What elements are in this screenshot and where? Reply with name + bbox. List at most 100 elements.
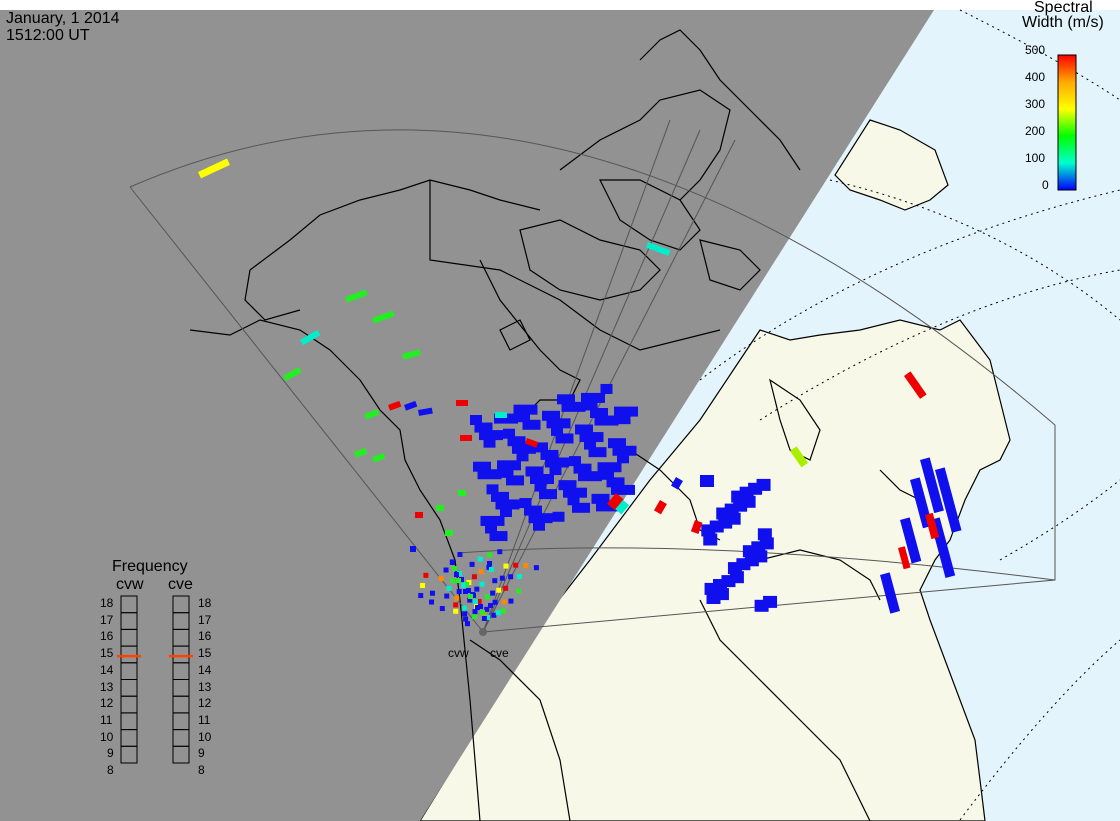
echo-cell [472,614,478,620]
echo-cell [453,608,459,614]
echo-cell [578,471,602,482]
echo-cell [597,462,622,473]
echo-cell [464,582,469,587]
echo-cell [512,443,536,454]
echo-cell [519,498,532,509]
echo-cell [530,474,554,484]
echo-cell [935,467,962,533]
legend-tick-label: 0 [1042,178,1049,192]
echo-cell [612,445,637,456]
echo-cell [402,349,421,360]
echo-cell [363,409,380,420]
echo-cell [300,330,321,346]
frequency-tick-label: 17 [100,612,114,627]
echo-cell [522,419,541,430]
echo-cell [549,465,562,476]
echo-cell [456,578,461,583]
frequency-tick-label: 15 [198,646,212,661]
echo-cell [466,588,471,593]
echo-cell [534,481,547,492]
echo-cell [453,602,459,608]
echo-cell [354,447,368,458]
echo-cell [472,609,478,615]
echo-cell [495,499,520,510]
frequency-tick-label: 14 [100,662,114,677]
date-label: January, 1 2014 [6,10,120,27]
frequency-tick-label: 13 [198,679,212,694]
echo-cell [517,574,523,580]
echo-cell [497,549,503,555]
echo-cell [480,610,485,615]
echo-cell [474,422,493,433]
echo-cell [458,490,466,496]
echo-cell [497,460,521,471]
echo-cell [555,433,574,444]
frequency-tick-label: 11 [198,712,211,727]
echo-cell [503,563,509,569]
frequency-tick-label: 10 [100,729,114,744]
frequency-tick-label: 16 [198,629,212,644]
echo-cell [415,512,423,518]
echo-cell [508,598,514,604]
echo-cell [654,500,667,515]
echo-cell [900,517,922,564]
echo-cell [671,477,683,490]
echo-cell [460,435,472,441]
echo-cell [490,590,496,596]
frequency-tick-label: 10 [198,729,212,744]
echo-cell [473,461,491,472]
echo-cell [706,592,721,604]
legend-tick-label: 300 [1025,97,1046,111]
echo-cell [492,599,498,605]
echo-cell [487,603,493,609]
frequency-tick-label: 17 [198,612,212,627]
echo-cell [489,567,494,572]
latitude-grid [699,9,1120,821]
echo-cell [579,432,604,443]
echo-cell [418,407,433,416]
echo-cell [757,528,772,541]
echo-cell [487,552,493,558]
echo-cell [501,467,514,478]
frequency-tick-label: 12 [100,696,114,711]
time-label: 1512:00 UT [6,27,90,44]
echo-cell [539,489,557,500]
echo-cell [506,475,524,486]
frequency-radar-cve: cve [168,576,193,593]
echo-cell [524,505,542,516]
echo-cell [452,566,457,571]
echo-cell [618,414,631,425]
echo-cell [513,404,538,415]
echo-cell [584,439,596,450]
frequency-tick-label: 8 [107,763,114,777]
echo-cell [503,585,509,591]
echo-cell [500,608,506,614]
frequency-tick-label: 14 [198,662,212,677]
echo-cell [456,400,468,406]
echo-cell [462,605,468,611]
echo-cell [607,493,624,511]
echo-cell [573,463,592,474]
echo-cell [596,501,620,512]
legend-tick-label: 200 [1025,124,1046,138]
echo-cell [701,524,716,537]
radar-label-cvw: cvw [448,646,469,660]
echo-cell [462,611,468,617]
echo-cell [731,490,746,503]
night-shade [0,10,934,821]
echo-cell [443,567,449,573]
echo-cell [727,562,742,575]
echo-cell [502,599,508,605]
echo-cell [572,502,590,513]
echo-cell [345,289,368,303]
frequency-title: Frequency [112,558,188,575]
echo-cell [388,400,402,411]
echo-cell [482,616,487,621]
echo-cell [468,594,473,599]
echo-cell [790,446,809,468]
echo-cell [454,595,460,601]
echo-cell [438,575,444,581]
echo-cell [372,452,386,463]
echo-cell [904,371,927,399]
